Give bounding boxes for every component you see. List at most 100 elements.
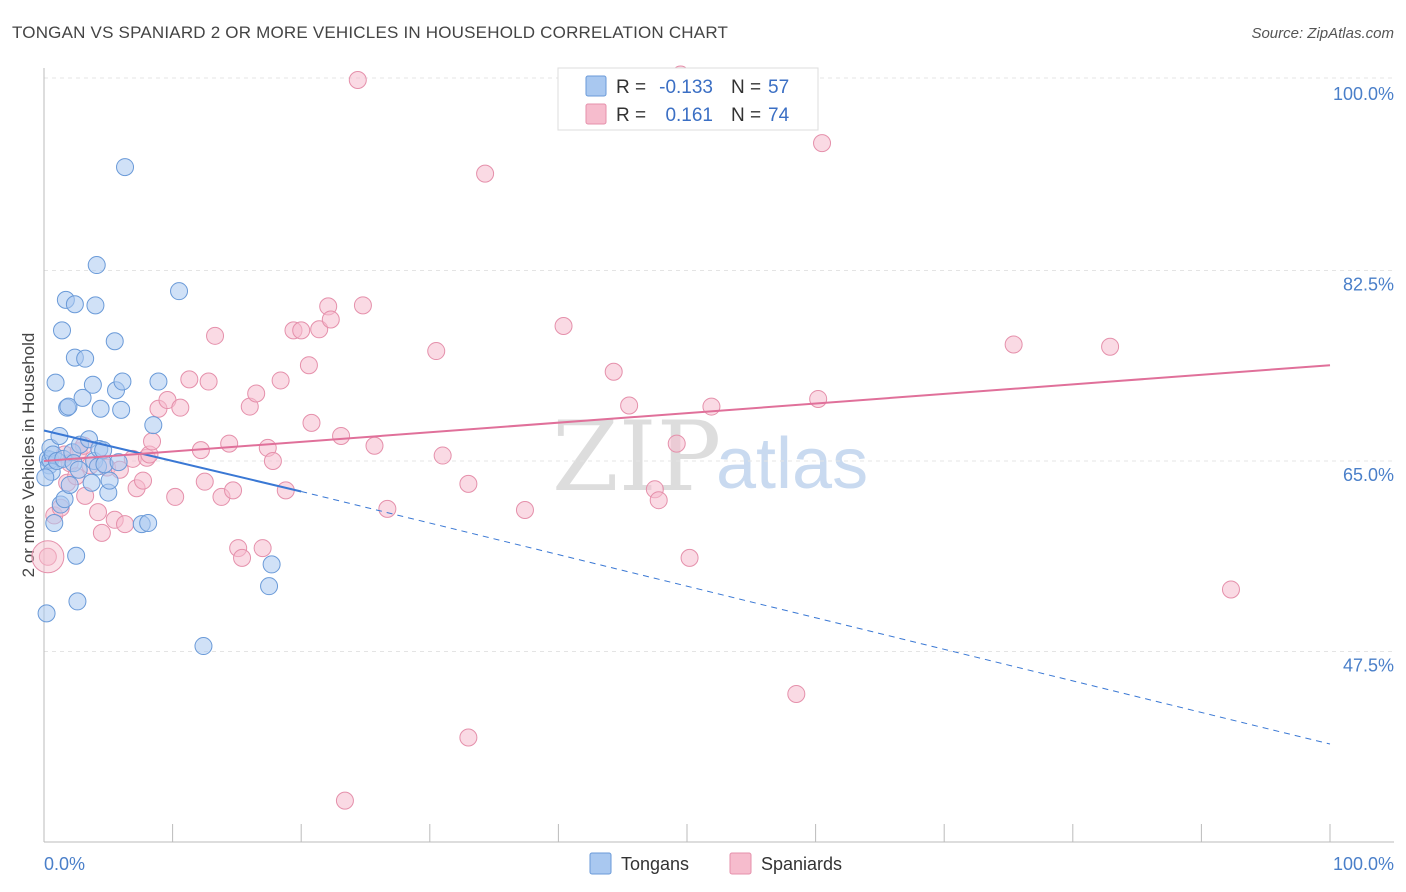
- legend-r-label-spaniards: R =: [616, 105, 646, 126]
- tongans-point: [68, 592, 87, 611]
- tongans-point: [76, 349, 95, 368]
- spaniards-point: [220, 434, 239, 453]
- tongans-point: [73, 388, 92, 407]
- spaniards-point: [620, 396, 639, 415]
- spaniards-point: [332, 426, 351, 445]
- spaniards-point: [292, 321, 311, 340]
- tongans-point: [113, 372, 132, 391]
- spaniards-point: [310, 320, 329, 339]
- spaniards-point: [302, 413, 321, 432]
- spaniards-point: [116, 515, 135, 534]
- tongans-point: [262, 555, 281, 574]
- watermark: ZIP atlas: [552, 401, 868, 513]
- y-tick-label: 100.0%: [1333, 84, 1394, 104]
- trend-line-tongans: [43, 429, 302, 493]
- tongans-point: [53, 321, 72, 340]
- tongans-point: [116, 158, 135, 177]
- bottom-legend-label-spaniards: Spaniards: [761, 854, 842, 874]
- tongans-point: [149, 372, 168, 391]
- tongans-point: [91, 399, 110, 418]
- legend-n-label-tongans: N =: [731, 77, 761, 98]
- bottom-legend-swatch-tongans: [589, 852, 612, 875]
- tongans-point: [65, 295, 84, 314]
- tongans-point: [100, 471, 119, 490]
- legend-swatch-spaniards: [585, 103, 607, 125]
- spaniards-point: [206, 326, 225, 345]
- spaniards-point: [321, 310, 340, 329]
- y-tick-labels: 47.5% 65.0% 82.5% 100.0%: [1333, 84, 1394, 676]
- spaniards-point: [299, 356, 318, 375]
- spaniards-point: [378, 499, 397, 518]
- tongans-point: [37, 604, 56, 623]
- tongans-point: [194, 637, 213, 656]
- tongans-point: [87, 256, 106, 275]
- spaniards-point: [476, 164, 495, 183]
- spaniards-point: [1004, 335, 1023, 354]
- spaniards-point: [263, 452, 282, 470]
- spaniards-point: [459, 728, 478, 747]
- legend-n-value-tongans: 57: [768, 77, 789, 98]
- spaniards-point: [233, 548, 252, 567]
- tongans-point: [36, 468, 55, 487]
- y-tick-label: 47.5%: [1343, 656, 1394, 676]
- tongans-point: [105, 332, 124, 351]
- spaniards-point: [667, 434, 686, 453]
- spaniards-point: [433, 446, 452, 465]
- legend-r-value-tongans: -0.133: [659, 77, 713, 98]
- x-tick-label-max: 100.0%: [1333, 854, 1394, 874]
- spaniards-point: [1221, 580, 1240, 599]
- spaniards-point: [271, 371, 290, 390]
- spaniards-point: [224, 481, 243, 500]
- tongans-point: [69, 460, 88, 479]
- x-tick-label-min: 0.0%: [44, 854, 85, 874]
- spaniards-point: [427, 342, 446, 361]
- spaniards-point: [1101, 337, 1120, 356]
- legend-n-label-spaniards: N =: [731, 105, 761, 126]
- tongans-point: [144, 416, 163, 435]
- spaniards-point: [515, 500, 534, 519]
- spaniards-point: [813, 134, 832, 153]
- series-legend: Tongans Spaniards: [589, 852, 842, 875]
- y-tick-label: 82.5%: [1343, 275, 1394, 295]
- legend-r-value-spaniards: 0.161: [665, 105, 713, 126]
- watermark-atlas: atlas: [716, 424, 868, 504]
- spaniards-point: [680, 548, 699, 567]
- spaniards-point: [649, 491, 668, 510]
- tongans-point: [59, 397, 78, 416]
- spaniards-point: [89, 503, 108, 522]
- chart-title: TONGAN VS SPANIARD 2 OR MORE VEHICLES IN…: [12, 23, 728, 42]
- tongans-point: [112, 400, 131, 419]
- spaniards-point: [554, 317, 573, 336]
- bottom-legend-swatch-spaniards: [729, 852, 752, 875]
- tongans-point: [60, 475, 79, 494]
- spaniards-point: [134, 471, 153, 490]
- legend-n-value-spaniards: 74: [768, 105, 790, 126]
- tongans-point: [67, 546, 86, 565]
- spaniards-point: [348, 71, 367, 89]
- spaniards-point: [171, 398, 190, 417]
- tongans-point: [86, 296, 105, 315]
- tongans-point: [83, 375, 102, 394]
- spaniards-point: [247, 384, 266, 403]
- spaniards-point: [38, 547, 57, 566]
- tongans-point: [109, 453, 128, 472]
- spaniards-point: [199, 372, 218, 391]
- chart-source: Source: ZipAtlas.com: [1251, 25, 1394, 42]
- spaniards-point: [604, 362, 623, 381]
- spaniards-point: [365, 436, 384, 455]
- spaniards-point: [253, 539, 272, 558]
- spaniards-point: [459, 474, 478, 493]
- trend-line-tongans-extension: [301, 490, 1331, 745]
- tongans-point: [139, 514, 158, 533]
- tongans-point: [45, 514, 64, 533]
- spaniards-point: [180, 370, 199, 389]
- tongans-point: [46, 373, 65, 392]
- trend-lines: [43, 364, 1331, 745]
- tongans-point: [260, 577, 279, 596]
- spaniards-point: [787, 684, 806, 703]
- stats-legend: R = -0.133 N = 57 R = 0.161 N = 74: [557, 67, 819, 131]
- legend-swatch-tongans: [585, 75, 607, 97]
- spaniards-point: [353, 296, 372, 315]
- tongans-point: [82, 473, 101, 492]
